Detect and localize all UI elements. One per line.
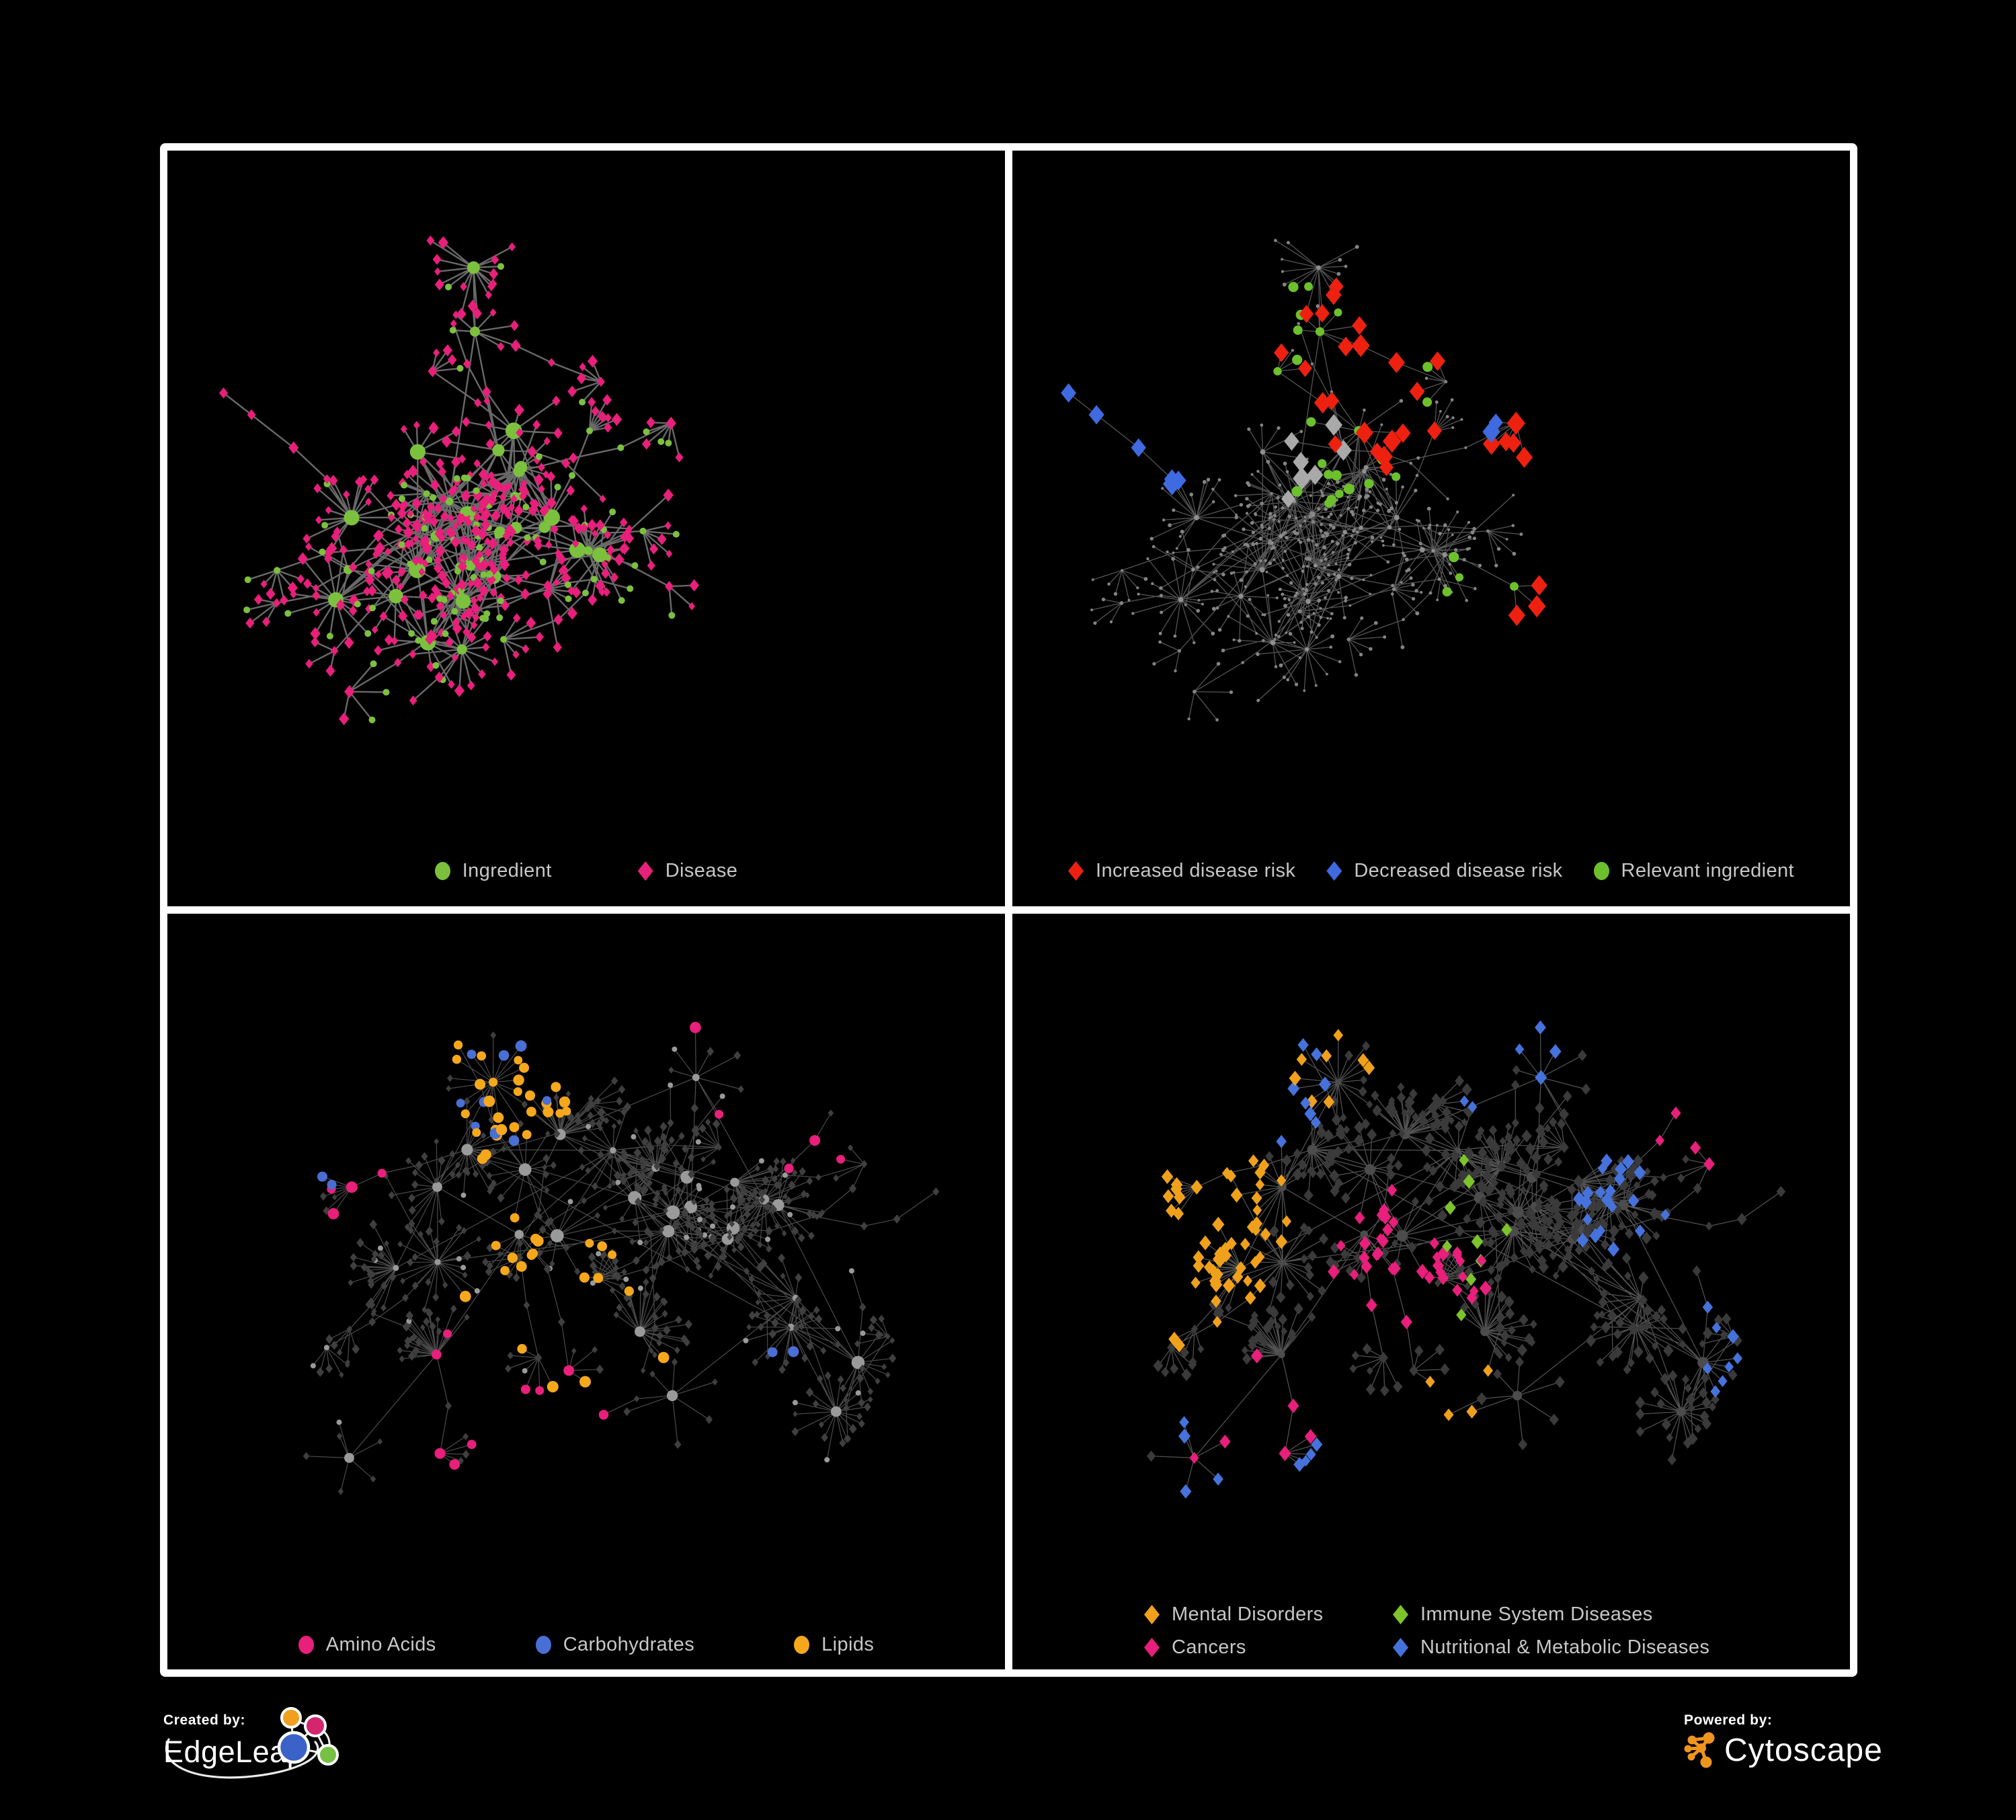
legend-label: Lipids [821,1634,875,1655]
legend-item: Carbohydrates [535,1634,695,1656]
edgeleap-logo-icon [277,1707,339,1766]
legend-label: Decreased disease risk [1354,860,1563,881]
legend-item: Decreased disease risk [1326,860,1562,882]
network-graph-nutrient-class [303,1021,940,1495]
legend-label: Amino Acids [325,1634,436,1655]
panel-nutrient-class: Amino Acids Carbohydrates Lipids [167,914,1005,1669]
circle-swatch-icon [298,1636,314,1654]
circle-swatch-icon [794,1636,810,1654]
network-graph-disease-class [1146,1020,1786,1499]
cytoscape-logo-icon [1684,1732,1715,1768]
legend-label: Nutritional & Metabolic Diseases [1420,1636,1710,1658]
legend-item: Disease [637,860,738,882]
cytoscape-branding: Powered by: Cytoscape [1684,1712,1886,1769]
diamond-swatch-icon [1067,861,1084,881]
legend-label: Mental Disorders [1172,1604,1324,1625]
cytoscape-wordmark: Cytoscape [1724,1732,1883,1768]
diamond-swatch-icon [1393,1638,1408,1657]
network-graph-disease-risk [1061,239,1547,722]
legend-item: Ingredient [434,860,552,882]
panel-grid-frame: Ingredient Disease Increased disease risk… [160,143,1857,1677]
legend-ingredient-disease: Ingredient Disease [167,860,1005,882]
panel-disease-risk: Increased disease risk Decreased disease … [1012,151,1850,906]
legend-label: Immune System Diseases [1420,1604,1653,1625]
network-graph-ingredient-disease [219,235,699,725]
legend-item: Cancers [1144,1636,1393,1659]
legend-disease-risk: Increased disease risk Decreased disease … [1012,860,1850,882]
circle-swatch-icon [535,1636,551,1654]
legend-item: Amino Acids [298,1634,436,1656]
diamond-swatch-icon [1144,1605,1160,1624]
legend-item: Lipids [794,1634,874,1656]
diamond-swatch-icon [1326,861,1342,881]
legend-nutrient-class: Amino Acids Carbohydrates Lipids [167,1634,1005,1656]
diamond-swatch-icon [1393,1605,1408,1624]
legend-label: Ingredient [462,860,552,881]
legend-label: Cancers [1172,1636,1246,1658]
legend-item: Immune System Diseases [1393,1604,1709,1626]
diamond-swatch-icon [637,861,653,881]
diamond-swatch-icon [1144,1638,1160,1657]
legend-item: Relevant ingredient [1593,860,1795,882]
circle-swatch-icon [1593,862,1609,880]
legend-label: Carbohydrates [563,1634,695,1655]
legend-item: Nutritional & Metabolic Diseases [1393,1636,1709,1659]
legend-item: Increased disease risk [1067,860,1296,882]
legend-label: Increased disease risk [1095,860,1296,881]
edgeleap-branding: Created by: EdgeLeap [163,1707,345,1800]
created-by-label: Created by: [163,1712,246,1728]
legend-disease-class: Mental Disorders Immune System Diseases Ca… [1144,1604,1709,1659]
panel-disease-class: Mental Disorders Immune System Diseases Ca… [1012,914,1850,1669]
powered-by-label: Powered by: [1684,1712,1773,1728]
panel-ingredient-disease: Ingredient Disease [167,151,1005,906]
edgeleap-swoosh [165,1738,319,1779]
legend-label: Relevant ingredient [1621,860,1795,881]
circle-swatch-icon [434,862,450,880]
legend-item: Mental Disorders [1144,1604,1393,1626]
legend-label: Disease [665,860,738,881]
